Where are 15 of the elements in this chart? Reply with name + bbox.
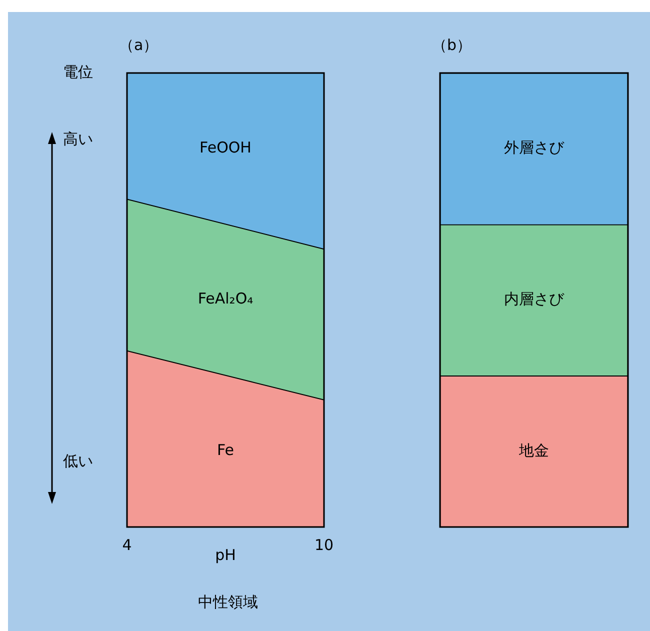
series-label: 内層さび — [504, 290, 565, 308]
text: 中性領域 — [198, 592, 258, 611]
y-axis-title: 電位 — [63, 62, 93, 81]
x-tick-label: 4 — [122, 536, 132, 554]
series-label: 外層さび — [504, 138, 565, 157]
text: 高い — [63, 130, 93, 148]
text: 低い — [63, 452, 93, 470]
chart-title: （b） — [432, 36, 472, 54]
series-label: Fe — [216, 441, 234, 460]
series-label: FeAl₂O₄ — [198, 290, 254, 308]
x-axis-title: pH — [215, 546, 236, 564]
x-tick-label: 10 — [314, 536, 334, 554]
chart-title: （a） — [119, 36, 158, 54]
series-label: FeOOH — [200, 138, 252, 156]
series-label: 地金 — [518, 441, 549, 460]
